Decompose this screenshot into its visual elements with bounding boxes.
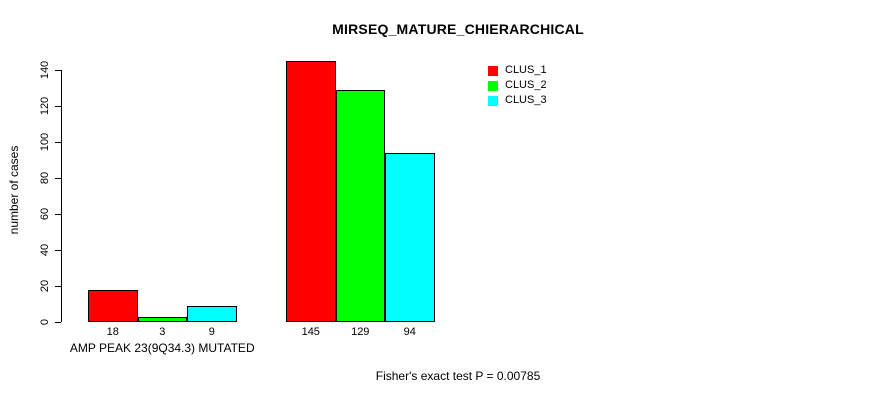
legend-swatch-icon bbox=[488, 80, 498, 91]
y-axis-tick bbox=[55, 214, 61, 215]
y-axis-tick-label: 120 bbox=[39, 96, 51, 116]
bar-clus_3 bbox=[187, 305, 237, 322]
y-axis-tick-label: 20 bbox=[39, 279, 51, 293]
y-axis-tick bbox=[55, 250, 61, 251]
legend-label: CLUS_1 bbox=[505, 64, 547, 76]
bar-value-label: 129 bbox=[351, 326, 370, 338]
legend-label: CLUS_2 bbox=[505, 79, 547, 91]
legend-swatch-icon bbox=[488, 65, 498, 76]
y-axis-tick-label: 100 bbox=[39, 132, 51, 152]
y-axis-tick-label: 80 bbox=[39, 171, 51, 185]
bar-value-label: 9 bbox=[208, 326, 215, 338]
y-axis-tick-label: 0 bbox=[39, 318, 51, 326]
x-axis-group-label: AMP PEAK 23(9Q34.3) MUTATED bbox=[69, 341, 255, 355]
bar-value-label: 3 bbox=[159, 326, 166, 338]
y-axis-tick bbox=[55, 178, 61, 179]
fisher-test-annotation: Fisher's exact test P = 0.00785 bbox=[375, 369, 541, 383]
bar-clus_3 bbox=[385, 152, 435, 322]
legend-label: CLUS_3 bbox=[505, 94, 547, 106]
y-axis-tick bbox=[55, 322, 61, 323]
legend: CLUS_1 CLUS_2 CLUS_3 bbox=[488, 63, 547, 108]
legend-item: CLUS_3 bbox=[488, 93, 547, 108]
bar-value-label: 18 bbox=[106, 326, 119, 338]
bar-clus_1 bbox=[286, 61, 336, 322]
y-axis-tick bbox=[55, 106, 61, 107]
legend-item: CLUS_2 bbox=[488, 78, 547, 93]
bar-clus_1 bbox=[88, 289, 138, 322]
chart-title: MIRSEQ_MATURE_CHIERARCHICAL bbox=[332, 21, 584, 37]
y-axis-tick bbox=[55, 70, 61, 71]
bar-clus_2 bbox=[137, 316, 187, 322]
y-axis-tick-label: 40 bbox=[39, 243, 51, 257]
bar-value-label: 145 bbox=[301, 326, 320, 338]
legend-item: CLUS_1 bbox=[488, 63, 547, 78]
y-axis-tick bbox=[55, 142, 61, 143]
bar-clus_2 bbox=[335, 89, 385, 322]
legend-swatch-icon bbox=[488, 95, 498, 106]
y-axis-tick-label: 60 bbox=[39, 207, 51, 221]
y-axis-tick-label: 140 bbox=[39, 60, 51, 80]
y-axis-line bbox=[61, 70, 62, 322]
bar-value-label: 94 bbox=[403, 326, 416, 338]
y-axis-tick bbox=[55, 286, 61, 287]
